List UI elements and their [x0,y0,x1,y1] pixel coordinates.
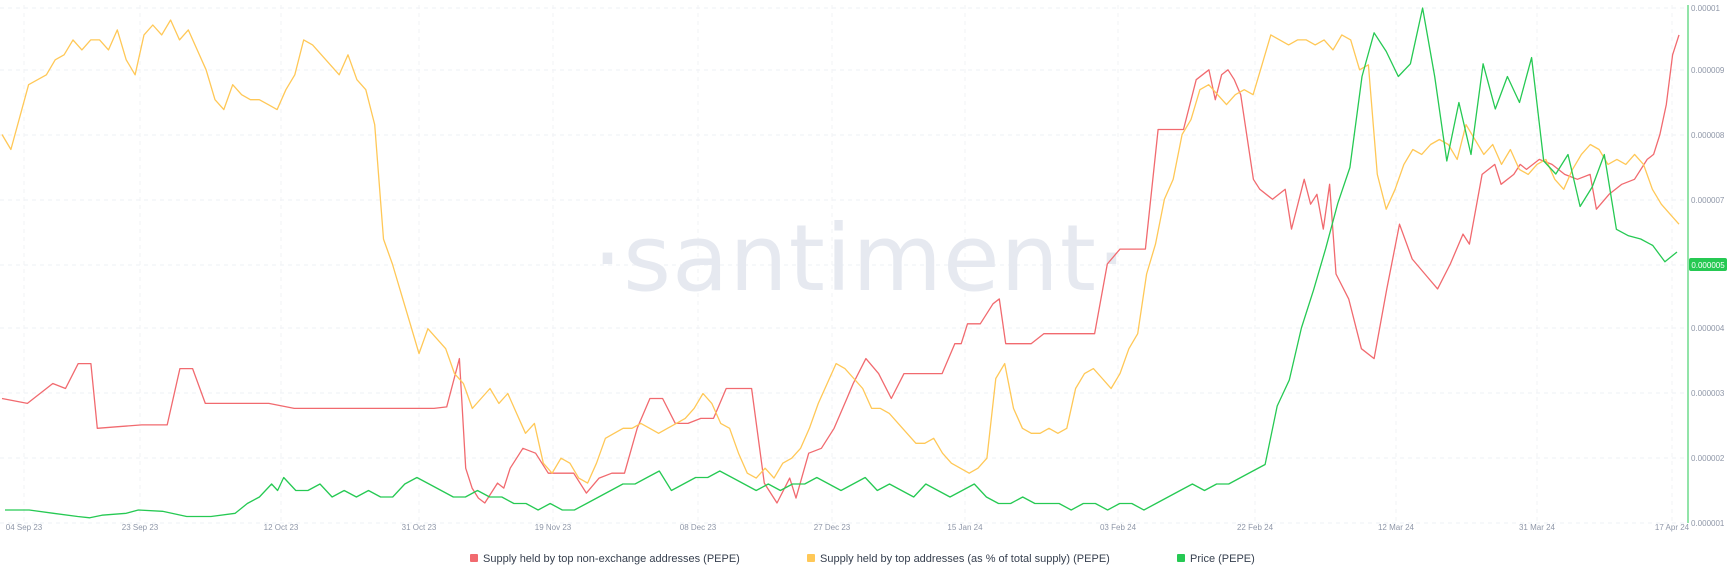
x-tick-label: 22 Feb 24 [1237,523,1274,532]
x-tick-label: 04 Sep 23 [6,523,43,532]
series-line [5,7,1678,519]
y-tick-label: 0.000007 [1691,196,1725,205]
legend-label: Price (PEPE) [1190,553,1255,565]
y-tick-label: 0.000002 [1691,454,1725,463]
watermark-text: ·santiment· [593,205,1127,312]
x-tick-label: 27 Dec 23 [814,523,851,532]
x-tick-label: 03 Feb 24 [1100,523,1137,532]
legend-label: Supply held by top addresses (as % of to… [820,553,1110,565]
x-tick-label: 12 Mar 24 [1378,523,1415,532]
y-tick-label: 0.000009 [1691,66,1725,75]
x-tick-label: 31 Mar 24 [1519,523,1556,532]
price-badge-label: 0.000005 [1691,261,1725,270]
legend-swatch [1177,554,1185,562]
series-line [1,34,1680,504]
legend-swatch [470,554,478,562]
series-line [1,19,1680,484]
legend-label: Supply held by top non-exchange addresse… [483,553,740,565]
x-tick-label: 17 Apr 24 [1655,523,1690,532]
x-tick-label: 31 Oct 23 [402,523,437,532]
x-tick-label: 12 Oct 23 [264,523,299,532]
y-tick-label: 0.00001 [1691,4,1720,13]
x-tick-label: 08 Dec 23 [680,523,717,532]
x-tick-label: 23 Sep 23 [122,523,159,532]
y-tick-label: 0.000001 [1691,519,1725,528]
legend-swatch [807,554,815,562]
y-tick-label: 0.000004 [1691,324,1725,333]
price-badge [1689,258,1727,271]
x-tick-label: 15 Jan 24 [947,523,983,532]
x-tick-label: 19 Nov 23 [535,523,572,532]
y-tick-label: 0.000008 [1691,131,1725,140]
y-tick-label: 0.000003 [1691,389,1725,398]
